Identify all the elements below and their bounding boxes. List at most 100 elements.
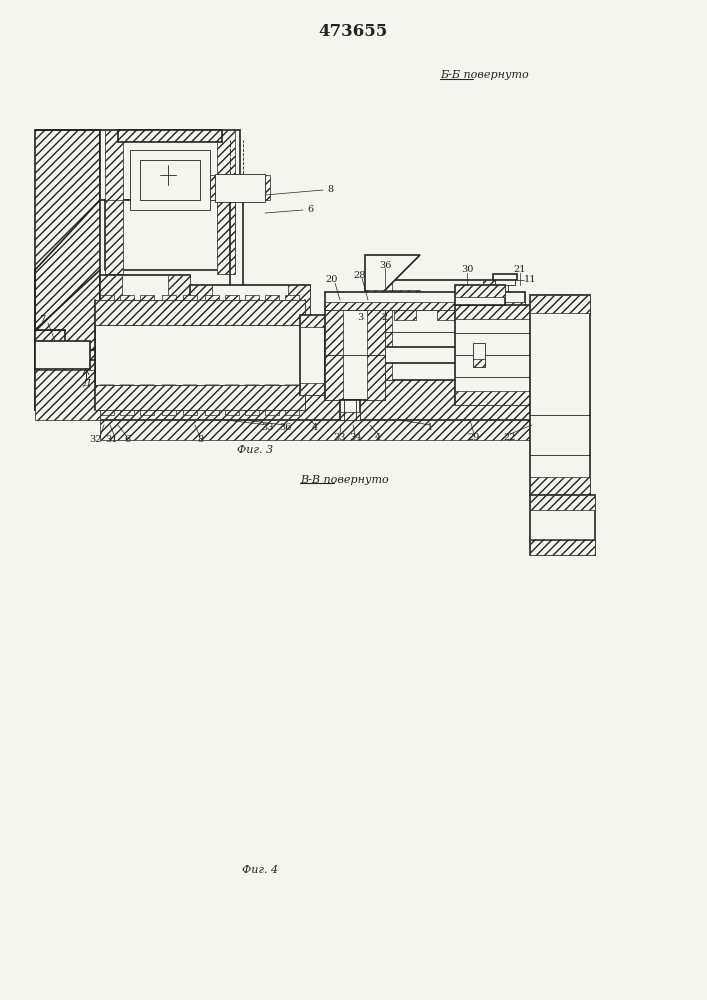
- Text: 4: 4: [312, 424, 318, 432]
- Bar: [258, 310, 283, 320]
- Bar: [225, 385, 239, 415]
- Polygon shape: [222, 385, 242, 405]
- Polygon shape: [262, 305, 282, 325]
- Polygon shape: [202, 385, 222, 405]
- Bar: [35, 370, 100, 420]
- Ellipse shape: [214, 337, 236, 353]
- Text: 36: 36: [279, 424, 291, 432]
- Bar: [370, 280, 505, 380]
- Bar: [100, 375, 580, 420]
- Polygon shape: [215, 375, 245, 395]
- Bar: [125, 300, 155, 308]
- Bar: [105, 130, 123, 204]
- Bar: [300, 383, 325, 395]
- Bar: [95, 385, 305, 410]
- Bar: [530, 495, 595, 555]
- Text: 33: 33: [334, 432, 346, 442]
- Bar: [265, 295, 279, 325]
- Bar: [100, 130, 240, 200]
- Bar: [305, 347, 505, 363]
- Bar: [370, 280, 392, 380]
- Bar: [483, 280, 505, 380]
- Bar: [35, 341, 90, 369]
- Bar: [455, 305, 535, 405]
- Circle shape: [78, 345, 98, 365]
- Text: 20: 20: [326, 275, 338, 284]
- Ellipse shape: [437, 336, 459, 352]
- Text: Б-Б повернуто: Б-Б повернуто: [440, 70, 529, 80]
- Polygon shape: [97, 305, 117, 325]
- Bar: [455, 285, 505, 297]
- Bar: [95, 325, 315, 385]
- Bar: [120, 295, 134, 325]
- Bar: [215, 174, 265, 202]
- Bar: [265, 385, 279, 415]
- Bar: [140, 160, 200, 200]
- Bar: [530, 295, 590, 495]
- Bar: [530, 295, 590, 313]
- Circle shape: [163, 170, 173, 180]
- Bar: [473, 343, 485, 367]
- Bar: [367, 310, 385, 400]
- Text: 21: 21: [514, 265, 526, 274]
- Text: 8: 8: [197, 436, 203, 444]
- Polygon shape: [365, 255, 420, 310]
- Bar: [245, 295, 259, 325]
- Bar: [365, 290, 420, 310]
- Bar: [210, 310, 235, 320]
- Text: Фиг. 3: Фиг. 3: [237, 445, 273, 455]
- Bar: [105, 200, 235, 270]
- Bar: [473, 359, 485, 367]
- Bar: [325, 292, 525, 310]
- Polygon shape: [159, 385, 179, 405]
- Text: 4: 4: [375, 432, 381, 442]
- Text: 22: 22: [504, 432, 516, 442]
- Bar: [205, 295, 219, 325]
- Bar: [217, 130, 235, 204]
- Bar: [530, 539, 595, 555]
- Bar: [130, 150, 210, 210]
- Bar: [325, 310, 385, 400]
- Text: В-В повернуто: В-В повернуто: [300, 475, 389, 485]
- Polygon shape: [137, 385, 157, 405]
- Bar: [100, 275, 122, 375]
- Text: 32: 32: [89, 436, 101, 444]
- Text: 7: 7: [39, 316, 45, 324]
- Polygon shape: [97, 385, 117, 405]
- Bar: [493, 274, 517, 280]
- Text: 2: 2: [382, 314, 388, 322]
- Bar: [288, 285, 310, 375]
- Text: 473655: 473655: [318, 23, 387, 40]
- Ellipse shape: [394, 336, 416, 352]
- Polygon shape: [35, 130, 100, 410]
- Text: 28: 28: [354, 270, 366, 279]
- Bar: [394, 310, 416, 320]
- Bar: [340, 412, 360, 420]
- Text: Фиг. 4: Фиг. 4: [242, 865, 278, 875]
- Text: 29: 29: [468, 432, 480, 442]
- Polygon shape: [282, 305, 302, 325]
- Polygon shape: [262, 385, 282, 405]
- Bar: [437, 310, 459, 320]
- Text: 6: 6: [124, 436, 130, 444]
- Bar: [210, 175, 270, 200]
- Text: 34: 34: [349, 432, 361, 442]
- Polygon shape: [117, 385, 137, 405]
- Polygon shape: [180, 305, 200, 325]
- Bar: [530, 495, 595, 510]
- Text: 33: 33: [262, 424, 274, 432]
- Polygon shape: [137, 305, 157, 325]
- Polygon shape: [180, 385, 200, 405]
- Bar: [118, 130, 222, 142]
- Bar: [162, 295, 176, 325]
- Polygon shape: [159, 305, 179, 325]
- Bar: [455, 305, 535, 319]
- Bar: [455, 285, 505, 305]
- Bar: [190, 285, 212, 375]
- Bar: [225, 295, 239, 325]
- Bar: [183, 385, 197, 415]
- Bar: [100, 420, 580, 440]
- Bar: [100, 385, 114, 415]
- Bar: [217, 200, 235, 274]
- Bar: [205, 385, 219, 415]
